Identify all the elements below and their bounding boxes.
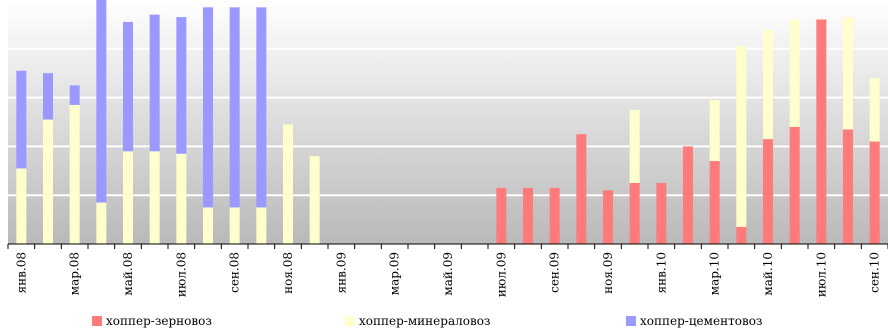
bar-segment-хоппер-минераловоз-авг.10 — [843, 17, 853, 130]
bar-segment-хоппер-минераловоз-фев.08 — [43, 119, 53, 244]
bar-segment-хоппер-зерновоз-июл.10 — [816, 19, 827, 244]
x-tick-label: янв.08 — [14, 252, 28, 293]
x-tick-label: ноя.08 — [281, 252, 295, 294]
x-tick-label: сен.09 — [548, 252, 562, 293]
bar-segment-хоппер-цементовоз-фев.08 — [43, 73, 53, 120]
legend: хоппер-зерновоз хоппер-минераловоз хоппер-… — [92, 314, 762, 328]
bar-segment-хоппер-зерновоз-дек.09 — [629, 183, 640, 244]
x-tick-label: июл.08 — [174, 252, 188, 297]
bar-segment-хоппер-зерновоз-авг.10 — [843, 129, 853, 244]
x-tick-label: мар.10 — [708, 252, 722, 295]
x-axis-ticks — [7, 244, 888, 249]
bar-segment-хоппер-минераловоз-сен.08 — [229, 207, 240, 244]
bar-segment-хоппер-зерновоз-окт.09 — [576, 134, 587, 244]
x-tick-label: сен.08 — [228, 252, 242, 293]
x-tick-label: мар.09 — [388, 252, 402, 295]
bar-segment-хоппер-цементовоз-сен.08 — [229, 7, 240, 208]
x-tick-label: сен.10 — [868, 252, 882, 293]
bar-segment-хоппер-минераловоз-авг.08 — [203, 207, 213, 244]
bar-segment-хоппер-минераловоз-дек.08 — [309, 156, 320, 244]
bar-segment-хоппер-зерновоз-июл.09 — [496, 187, 507, 244]
bar-segment-хоппер-зерновоз-июн.10 — [789, 126, 800, 244]
bar-segment-хоппер-зерновоз-сен.09 — [549, 187, 560, 244]
legend-label: хоппер-цементовоз — [640, 314, 762, 328]
bar-segment-хоппер-минераловоз-апр.10 — [736, 46, 747, 227]
legend-swatch — [345, 316, 355, 326]
bar-segment-хоппер-зерновоз-май.10 — [763, 139, 773, 244]
bar-segment-хоппер-цементовоз-окт.08 — [256, 7, 267, 208]
bar-segment-хоппер-минераловоз-май.10 — [763, 29, 773, 140]
bar-segment-хоппер-минераловоз-янв.08 — [16, 168, 27, 244]
bar-segment-хоппер-цементовоз-май.08 — [123, 21, 133, 152]
bar-segment-хоппер-зерновоз-авг.09 — [523, 187, 533, 244]
bar-segment-хоппер-зерновоз-фев.10 — [683, 146, 693, 244]
bar-segment-хоппер-минераловоз-май.08 — [123, 151, 133, 244]
bar-segment-хоппер-цементовоз-июл.08 — [176, 17, 187, 154]
bar-segment-хоппер-минераловоз-июн.10 — [789, 19, 800, 127]
bar-segment-хоппер-зерновоз-сен.10 — [869, 141, 880, 244]
legend-swatch — [626, 316, 636, 326]
bar-segment-хоппер-минераловоз-июн.08 — [149, 151, 160, 244]
x-tick-label: мар.08 — [68, 252, 82, 295]
x-tick-label: май.10 — [761, 252, 775, 296]
bar-segment-хоппер-зерновоз-ноя.09 — [603, 190, 613, 244]
bar-segment-хоппер-минераловоз-сен.10 — [869, 78, 880, 142]
x-tick-label: янв.10 — [654, 252, 668, 293]
bar-segment-хоппер-цементовоз-авг.08 — [203, 7, 213, 208]
bar-segment-хоппер-зерновоз-мар.10 — [709, 161, 720, 244]
bar-segment-хоппер-цементовоз-янв.08 — [16, 70, 27, 169]
bar-segment-хоппер-минераловоз-ноя.08 — [283, 124, 293, 244]
bar-segment-хоппер-минераловоз-мар.10 — [709, 100, 720, 162]
bar-segment-хоппер-минераловоз-июл.08 — [176, 153, 187, 244]
plot-area — [8, 0, 888, 244]
x-tick-label: янв.09 — [334, 252, 348, 293]
bar-segment-хоппер-цементовоз-апр.08 — [96, 0, 107, 203]
bar-segment-хоппер-цементовоз-мар.08 — [69, 85, 80, 105]
x-tick-label: ноя.09 — [601, 252, 615, 294]
x-axis-tick-labels: янв.08 мар.08 май.08 июл.08 сен.08 ноя.08 янв.… — [14, 252, 881, 297]
bar-segment-хоппер-зерновоз-апр.10 — [736, 226, 747, 244]
legend-label: хоппер-зерновоз — [106, 314, 212, 328]
x-tick-label: июл.09 — [494, 252, 508, 297]
x-tick-label: июл.10 — [814, 252, 828, 297]
legend-swatch — [92, 316, 102, 326]
x-tick-label: май.09 — [441, 252, 455, 296]
bar-segment-хоппер-минераловоз-дек.09 — [629, 109, 640, 183]
bar-segment-хоппер-минераловоз-мар.08 — [69, 104, 80, 244]
bar-segment-хоппер-зерновоз-янв.10 — [656, 183, 667, 244]
x-tick-label: май.08 — [121, 252, 135, 296]
bar-segment-хоппер-цементовоз-июн.08 — [149, 14, 160, 152]
bars — [16, 0, 880, 244]
bar-segment-хоппер-минераловоз-окт.08 — [256, 207, 267, 244]
bar-segment-хоппер-минераловоз-апр.08 — [96, 202, 107, 244]
legend-label: хоппер-минераловоз — [359, 314, 490, 328]
